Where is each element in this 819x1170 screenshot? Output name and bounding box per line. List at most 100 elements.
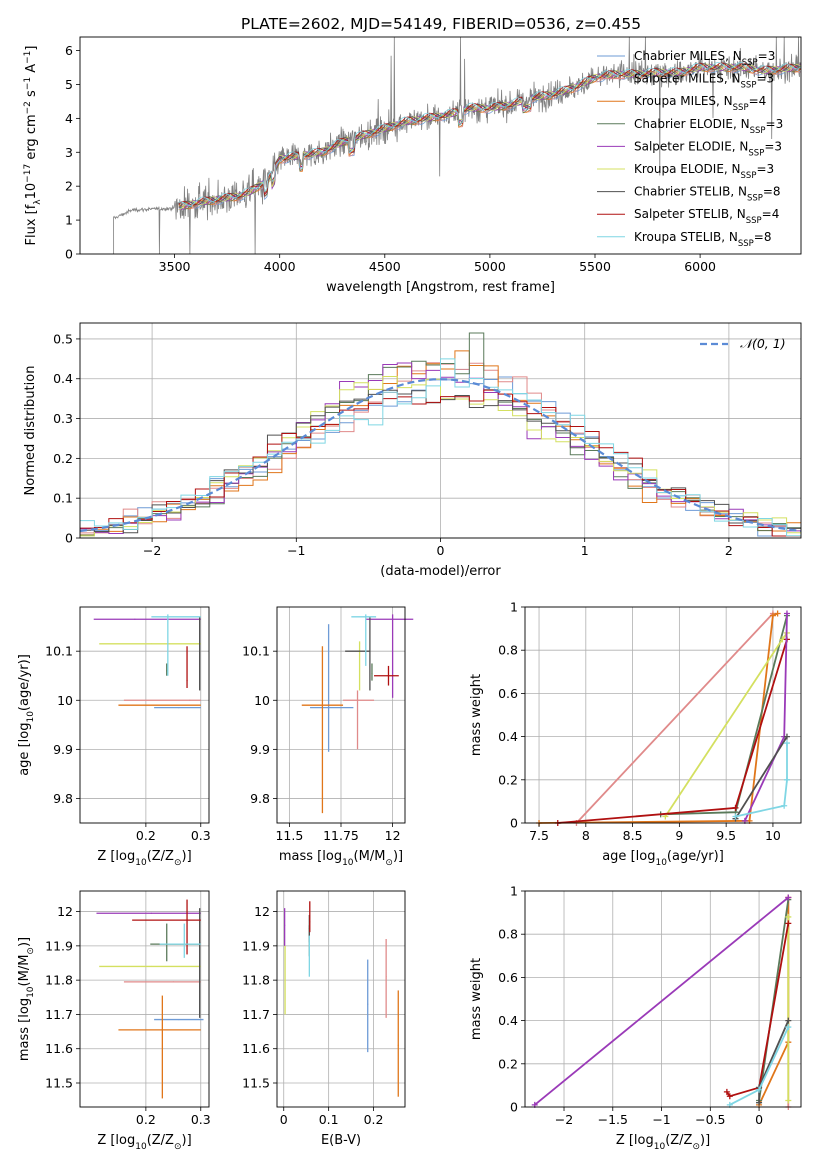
axes-frame [276,890,406,1108]
data-point [189,699,191,701]
data-point [397,1044,399,1046]
x-tick-label: 11.5 [275,828,303,843]
legend-label: Kroupa MILES, NSSP=4 [634,94,766,113]
data-point [356,699,359,701]
x-axis-label: wavelength [Angstrom, rest frame] [326,280,555,295]
data-point [183,943,185,945]
histogram-series [80,389,801,537]
x-tick-label: 6000 [684,259,716,274]
legend-label-part: Salpeter STELIB, N [634,207,746,221]
y-axis-label: Normed distribution [23,366,38,496]
legend-label: Kroupa STELIB, NSSP=8 [634,230,772,249]
axes-frame [524,606,802,824]
y-tick-label: 0.6 [498,686,518,701]
x-tick-label: −1 [652,1112,670,1127]
weight-marker [781,802,788,809]
normal-curve [79,378,802,533]
x-axis-label-part: Z [log [97,1133,135,1148]
y-tick-label: 9.9 [53,742,73,757]
legend-label-sub: SSP [750,126,766,136]
legend-label-part: =3 [756,162,774,176]
legend-label-part: =3 [756,72,774,86]
x-axis-label-part: ⊙ [174,858,182,868]
legend-label-sub: SSP [733,103,749,113]
x-axis-label-part: 10 [342,858,354,868]
x-axis-label-part: 10 [655,858,667,868]
y-tick-label: 0 [510,816,518,831]
histogram-series [80,358,801,537]
legend-label-part: Salpeter MILES, N [634,72,741,86]
y-axis-label-part: −17 [23,164,33,183]
y-tick-label: 9.8 [53,791,73,806]
x-axis-label-part: ⊙ [385,858,393,868]
y-tick-label: 3 [65,145,73,160]
weight-marker [785,913,792,920]
y-axis-label-part: age [log [17,723,32,776]
y-tick-label: 0 [510,1100,518,1115]
y-tick-label: 11.5 [242,1076,270,1091]
legend-label-sub: SSP [742,58,758,68]
x-axis-label-part: (age/yr)] [667,849,724,864]
x-axis-label-part: )] [182,1133,192,1148]
legend-label-part: Kroupa MILES, N [634,94,733,108]
x-tick-label: −2 [143,543,161,558]
legend-label-part: Chabrier STELIB, N [634,185,747,199]
axes-frame [79,606,210,824]
x-axis-label-part: age [log [602,849,655,864]
data-point [371,672,373,674]
y-tick-label: 5 [65,77,73,92]
figure-title: PLATE=2602, MJD=54149, FIBERID=0536, z=0… [241,15,641,33]
y-tick-label: 10 [57,693,73,708]
data-point [150,912,152,914]
y-axis-label: mass weight [469,674,484,756]
y-axis-label: mass [log10(M/M⊙)] [17,937,36,1061]
weight-marker [783,610,790,617]
panel-mass-vs-ebv: 0 0.1 0.2 11.5 11.6 11.7 11.8 11.9 12 E(B-V) [242,890,406,1148]
model-line [178,63,801,209]
legend-label-part: =3 [764,139,782,153]
x-tick-label: 0 [280,1112,288,1127]
weight-marker [723,1088,730,1095]
y-tick-label: 11.9 [45,938,73,953]
data-point [392,618,394,620]
data-point [178,1018,180,1021]
y-tick-label: 1 [510,600,518,615]
legend-label: Kroupa ELODIE, NSSP=3 [634,162,774,181]
x-axis-label: mass [log10(M/M⊙)] [279,849,403,868]
x-axis-label-part: (Z/Z [147,1133,174,1148]
legend-label-sub: SSP [741,81,757,91]
y-tick-label: 2 [65,179,73,194]
y-axis-label: mass weight [469,958,484,1040]
axes-frame [524,890,802,1108]
data-point [166,670,168,672]
weight-marker [785,1097,792,1104]
y-tick-label: 0.1 [53,491,73,506]
weight-marker [785,894,792,901]
x-axis-label-part: (Z/Z [665,1133,692,1148]
y-axis-label-part: −1 [23,77,33,90]
y-axis-label-part: 10 [24,183,39,200]
y-tick-label: 11.8 [242,973,270,988]
legend-label-sub: SSP [746,216,762,226]
legend-label-sub: SSP [741,171,757,181]
axes-frame [79,890,210,1108]
legend-label-part: =8 [763,185,781,199]
legend-label: Salpeter STELIB, NSSP=4 [634,207,779,226]
legend-label-sub: SSP [738,239,754,249]
x-axis-label-part: )] [393,849,403,864]
weight-marker [732,804,739,811]
x-tick-label: −2 [555,1112,573,1127]
weight-marker [756,1086,763,1093]
y-tick-label: 0 [65,247,73,262]
x-tick-label: 5000 [474,259,506,274]
data-point [172,981,174,983]
weight-marker [732,813,739,820]
model-line [178,62,801,206]
legend-label: 𝒩(0, 1) [740,336,786,351]
weight-marker [726,1093,733,1100]
legend-label-part: Chabrier MILES, N [634,49,742,63]
x-tick-label: 9.5 [716,828,736,843]
legend-label-part: =8 [754,230,772,244]
x-axis-label-part: 10 [135,1142,147,1152]
